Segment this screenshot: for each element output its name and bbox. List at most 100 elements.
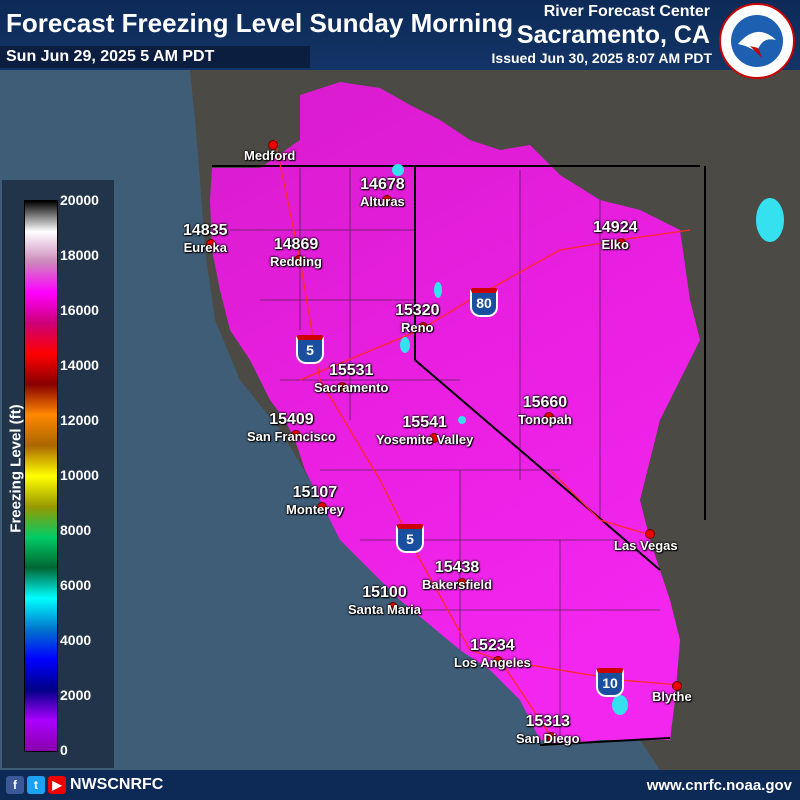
legend-tick-label: 8000 (60, 522, 92, 538)
legend-color-bar (24, 200, 58, 752)
city-label: Blythe (652, 689, 692, 704)
city-marker (672, 681, 682, 691)
city-marker (616, 238, 626, 248)
city-label: 15660 Tonopah (518, 394, 572, 427)
freezing-level-value: 14678 (360, 176, 405, 193)
legend-tick-label: 16000 (60, 302, 99, 318)
freezing-level-value: 15107 (292, 484, 338, 501)
legend-tick-label: 12000 (60, 412, 99, 428)
forecast-area (210, 82, 700, 745)
city-marker (493, 656, 503, 666)
shield-number: 5 (306, 342, 314, 358)
center-name-line2: Sacramento, CA (516, 21, 710, 49)
shield-number: 10 (602, 675, 618, 691)
city-label: 14835 Eureka (183, 222, 228, 255)
city-marker (429, 433, 439, 443)
freezing-level-value: 15320 (395, 302, 440, 319)
legend-tick-label: 2000 (60, 687, 92, 703)
city-marker (317, 502, 327, 512)
social-handle[interactable]: NWSCNRFC (70, 776, 164, 793)
lakes (392, 164, 784, 715)
city-name: San Diego (516, 731, 580, 746)
footer-bar: f t ▶ NWSCNRFC www.cnrfc.noaa.gov (0, 770, 800, 800)
shield-number: 5 (406, 531, 414, 547)
legend: Freezing Level (ft) 20000 18000 16000 14000… (2, 180, 114, 768)
freezing-level-value: 15100 (362, 584, 407, 601)
freezing-level-value: 14869 (273, 236, 319, 253)
valid-time: Sun Jun 29, 2025 5 AM PDT (0, 46, 310, 68)
legend-tick-label: 18000 (60, 247, 99, 263)
legend-tick-label: 6000 (60, 577, 92, 593)
city-label: 14678 Alturas (360, 176, 405, 209)
legend-tick-label: 10000 (60, 467, 99, 483)
freezing-level-value: 15660 (522, 394, 568, 411)
city-name: Reno (401, 320, 434, 335)
city-label: 15313 San Diego (516, 713, 580, 746)
freezing-level-value: 15541 (402, 414, 447, 431)
city-label: 15438 Bakersfield (422, 559, 492, 592)
city-name: Medford (244, 148, 296, 163)
ca-nv-border (414, 166, 661, 571)
city-marker (337, 382, 347, 392)
mexico-border (539, 737, 671, 746)
city-label: 15100 Santa Maria (348, 584, 421, 617)
city-name: San Francisco (247, 429, 336, 444)
shield-number: 80 (476, 295, 492, 311)
city-marker (418, 322, 428, 332)
page-title: Forecast Freezing Level Sunday Morning (6, 8, 514, 38)
city-marker (388, 602, 398, 612)
facebook-icon[interactable]: f (6, 776, 24, 794)
city-label: 15234 Los Angeles (454, 637, 531, 670)
city-marker (645, 529, 655, 539)
legend-tick-label: 14000 (60, 357, 99, 373)
freezing-level-value: 15438 (434, 559, 480, 576)
city-label: 14924 Elko (593, 219, 638, 252)
legend-tick-label: 4000 (60, 632, 92, 648)
city-name: Monterey (286, 502, 344, 517)
city-name: Elko (601, 237, 629, 252)
city-label: Medford (244, 148, 295, 163)
legend-title: Freezing Level (ft) (7, 404, 25, 533)
interstate-shield-icon: 10 (596, 668, 624, 697)
city-label: 15531 Sacramento (314, 362, 388, 395)
city-label: 15320 Reno (395, 302, 440, 335)
issued-time: Issued Jun 30, 2025 8:07 AM PDT (491, 50, 712, 66)
freezing-level-value: 15313 (525, 713, 571, 730)
city-marker (546, 732, 556, 742)
city-name: Tonopah (518, 412, 572, 427)
interstate-shield-icon: 5 (396, 524, 424, 553)
city-marker (544, 412, 554, 422)
city-name: Las Vegas (614, 538, 678, 553)
freezing-level-value: 14924 (593, 219, 638, 236)
city-label: 15107 Monterey (286, 484, 344, 517)
city-name: Los Angeles (454, 655, 531, 670)
freezing-level-value: 15234 (470, 637, 515, 654)
social-icons: f t ▶ (6, 776, 66, 794)
city-marker (206, 239, 216, 249)
city-marker (291, 430, 301, 440)
city-marker (268, 140, 278, 150)
city-label: Las Vegas (614, 538, 678, 553)
legend-tick-label: 0 (60, 742, 68, 758)
city-label: 15541 Yosemite Valley (376, 414, 473, 447)
youtube-icon[interactable]: ▶ (48, 776, 66, 794)
freezing-level-value: 15531 (328, 362, 374, 379)
city-label: 14869 Redding (270, 236, 322, 269)
website-link[interactable]: www.cnrfc.noaa.gov (646, 777, 792, 794)
twitter-icon[interactable]: t (27, 776, 45, 794)
city-name: Yosemite Valley (376, 432, 474, 447)
interstate-shield-icon: 5 (296, 335, 324, 364)
city-name: Redding (270, 254, 322, 269)
city-name: Bakersfield (422, 577, 493, 592)
city-marker (294, 255, 304, 265)
city-name: Eureka (183, 240, 227, 255)
nws-logo-icon[interactable] (718, 2, 796, 80)
city-marker (457, 578, 467, 588)
freezing-level-value: 14835 (183, 222, 228, 239)
city-name: Sacramento (314, 380, 389, 395)
city-name: Alturas (360, 194, 405, 209)
interstate-shield-icon: 80 (470, 288, 498, 317)
legend-tick-label: 20000 (60, 192, 99, 208)
